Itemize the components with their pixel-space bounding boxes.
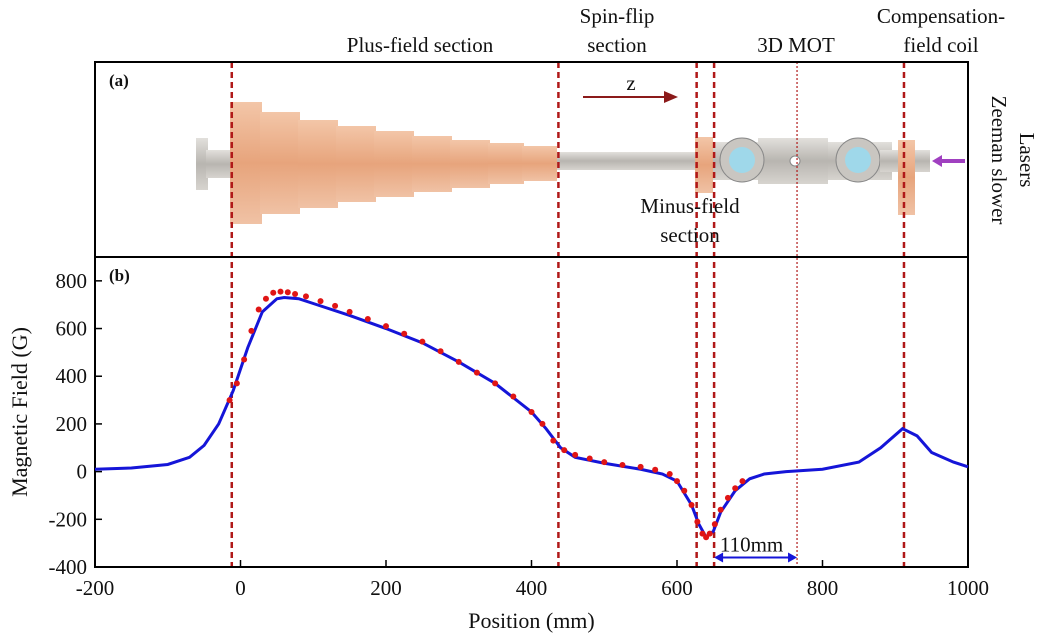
section-label: Compensation-	[877, 4, 1005, 28]
series-marker	[317, 298, 324, 305]
series-marker	[694, 518, 701, 525]
panel-label: (a)	[109, 71, 129, 90]
series-marker	[550, 437, 557, 444]
span-arrow-head	[788, 552, 798, 563]
series-marker	[717, 506, 724, 513]
series-marker	[302, 293, 309, 300]
series-marker	[292, 290, 299, 297]
panel-label: (b)	[109, 266, 130, 285]
gun	[206, 150, 232, 178]
mot-window	[789, 155, 801, 167]
series-marker	[637, 463, 644, 470]
series-marker	[688, 502, 695, 508]
series-marker	[262, 295, 269, 302]
series-marker	[706, 530, 713, 537]
series-marker	[732, 485, 739, 492]
series-marker	[674, 478, 680, 485]
span-label: 110mm	[720, 532, 783, 556]
series-marker	[619, 461, 626, 468]
coil	[488, 143, 524, 184]
section-label: section	[660, 223, 720, 247]
series-marker	[561, 447, 568, 454]
series-marker	[510, 393, 517, 400]
section-label: field coil	[903, 33, 978, 57]
series-marker	[492, 380, 499, 387]
x-tick-label: 1000	[947, 576, 989, 600]
x-tick-label: 0	[235, 576, 246, 600]
series-marker	[437, 348, 444, 355]
series-marker	[241, 356, 248, 363]
x-tick-label: 800	[807, 576, 839, 600]
x-tick-label: -200	[76, 576, 115, 600]
series-marker	[528, 409, 535, 415]
series-marker	[383, 323, 389, 330]
series-marker	[248, 327, 255, 334]
x-tick-label: 400	[516, 576, 548, 600]
section-label: section	[587, 33, 647, 57]
span-arrow-head	[714, 552, 724, 563]
series-marker	[711, 521, 718, 528]
section-label: Spin-flip	[580, 4, 655, 28]
series-marker	[666, 471, 673, 477]
viewport-glass	[845, 147, 871, 173]
viewport-glass	[729, 147, 755, 173]
series-marker	[364, 316, 371, 322]
y-tick-label: 800	[56, 269, 88, 293]
series-marker	[739, 478, 746, 485]
series-marker	[346, 308, 353, 315]
series-marker	[284, 289, 291, 296]
series-marker	[270, 289, 277, 296]
coil	[450, 140, 490, 188]
series-marker	[455, 358, 462, 365]
section-label: 3D MOT	[757, 33, 835, 57]
series-marker	[255, 306, 262, 313]
series-marker	[652, 466, 659, 473]
section-label: Minus-field	[640, 194, 740, 218]
coil	[260, 112, 300, 214]
x-axis-title: Position (mm)	[468, 608, 595, 633]
series-marker	[586, 455, 593, 462]
z-arrow-head	[664, 91, 678, 103]
coil	[298, 120, 338, 208]
coil	[230, 102, 262, 224]
x-tick-label: 600	[661, 576, 693, 600]
tube	[550, 152, 700, 170]
y-tick-label: -200	[49, 507, 88, 531]
y-tick-label: 200	[56, 412, 88, 436]
series-marker	[332, 302, 339, 309]
x-tick-label: 200	[370, 576, 402, 600]
series-marker	[226, 397, 233, 404]
series-marker	[473, 369, 480, 376]
coil	[412, 136, 452, 192]
coil	[374, 131, 414, 197]
gun-flange	[196, 138, 208, 190]
y-tick-label: 600	[56, 317, 88, 341]
comp-coil	[898, 140, 915, 215]
y-tick-label: -400	[49, 555, 88, 579]
y-axis-title: Magnetic Field (G)	[7, 327, 32, 497]
series-marker	[233, 380, 240, 387]
coil	[522, 146, 557, 181]
coil	[336, 126, 376, 202]
series-line	[94, 296, 969, 540]
series-marker	[601, 459, 608, 466]
y-tick-label: 400	[56, 364, 88, 388]
schematic	[196, 91, 965, 224]
direction-label: z	[626, 71, 635, 95]
laser-arrow-head	[932, 155, 942, 167]
series-marker	[277, 288, 284, 295]
minus-coil	[695, 137, 713, 193]
side-label: Lasers	[1015, 133, 1038, 188]
series-marker	[724, 494, 731, 501]
series-marker	[419, 338, 426, 345]
series-marker	[539, 420, 546, 427]
side-label: Zeeman slower	[987, 96, 1011, 225]
series-marker	[572, 451, 579, 458]
y-tick-label: 0	[77, 460, 88, 484]
series-marker	[401, 330, 408, 337]
series-marker	[681, 487, 688, 494]
section-label: Plus-field section	[347, 33, 494, 57]
